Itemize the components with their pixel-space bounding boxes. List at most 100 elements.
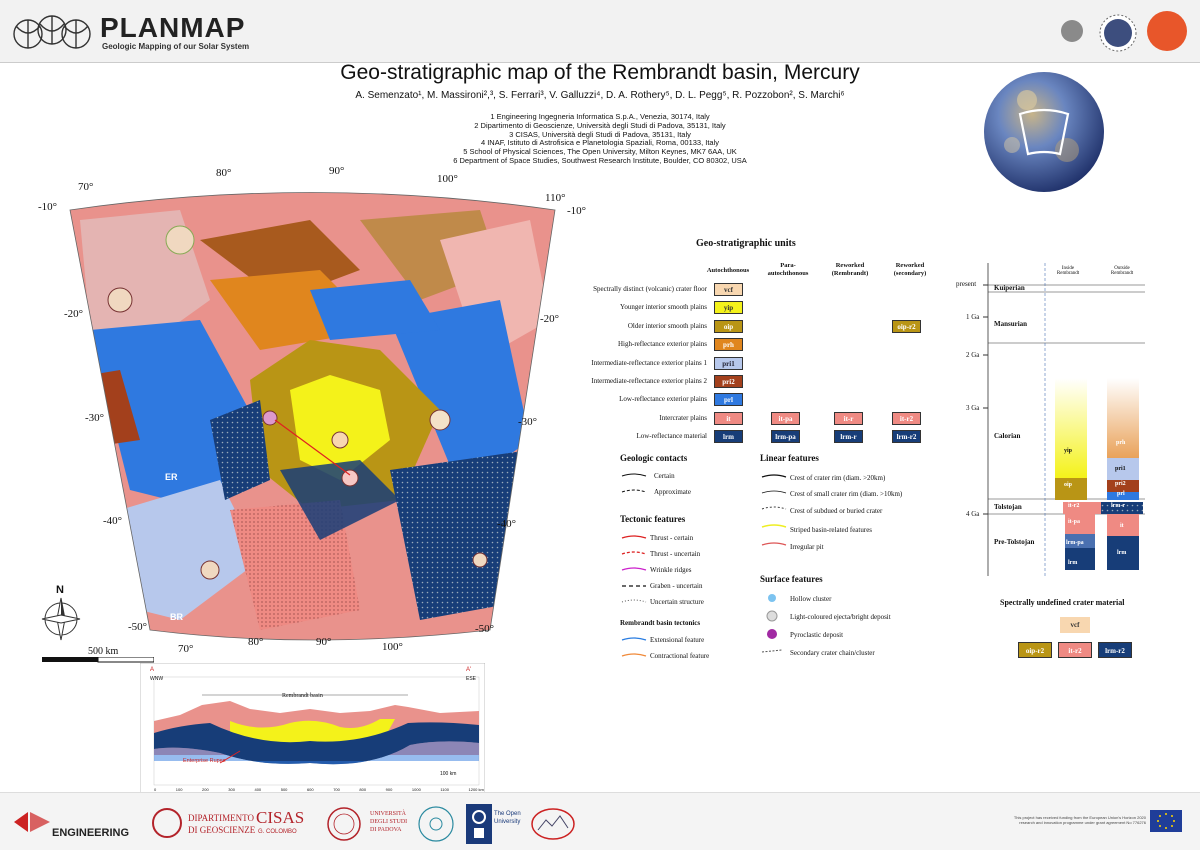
affiliation: 5 School of Physical Sciences, The Open …: [463, 147, 737, 157]
chronostratigraphic-chart: [983, 263, 1145, 576]
chrono-unit: oip: [1064, 482, 1073, 488]
col-inside: Inside Rembrandt: [1056, 266, 1080, 276]
x-tick: 600: [306, 787, 314, 792]
profile-dir-right: ESE: [466, 676, 477, 682]
surface-item: Pyroclastic deposit: [790, 631, 844, 639]
linear-item: Crest of subdued or buried crater: [790, 507, 883, 515]
tectonic-item: Graben - uncertain: [650, 582, 703, 590]
lat-label: -20°: [540, 313, 560, 325]
ou-logo: The Open University: [494, 811, 521, 825]
scale-label: 500 km: [88, 646, 119, 657]
lon-label: 110°: [545, 192, 566, 204]
pyroclastic-icon: [767, 629, 777, 639]
surface-title: Surface features: [760, 574, 823, 584]
basin-tectonic-item: Contractional feature: [650, 652, 710, 660]
lat-label: -40°: [103, 515, 123, 527]
x-tick: 200: [202, 787, 209, 792]
lat-label: -50°: [128, 621, 148, 633]
affiliation: 6 Department of Space Studies, Southwest…: [453, 155, 747, 165]
profile-a-right: A': [466, 667, 472, 673]
x-tick: 900: [385, 787, 393, 792]
geologic-map[interactable]: ER BR: [60, 180, 565, 652]
unit-label: Low-reflectance exterior plains: [619, 395, 707, 404]
unit-box-it-pa: it-pa: [771, 411, 800, 425]
lat-label: -10°: [567, 205, 587, 217]
surface-symbols: [761, 594, 783, 653]
unit-box: oip-r2: [1018, 642, 1052, 658]
unit-box-lrm-pa: lrm-pa: [771, 430, 800, 444]
unit-label: Spectrally distinct (volcanic) crater fl…: [593, 285, 707, 293]
linear-item: Irregular pit: [790, 543, 824, 551]
unit-label: Younger interior smooth plains: [620, 303, 707, 312]
mercury-icon: [1061, 20, 1083, 42]
surface-item: Light-coloured ejecta/bright deposit: [790, 613, 891, 621]
footer-bar: [0, 792, 1200, 850]
unit-label: Older interior smooth plains: [627, 321, 707, 330]
unit-box: it-r2: [1058, 642, 1092, 658]
mars-icon: [1147, 11, 1187, 51]
unit-box-lrm-r2: lrm-r2: [892, 430, 921, 444]
basin-tectonic-symbols: [621, 637, 647, 657]
br-label: BR: [170, 612, 183, 622]
surface-item: Hollow cluster: [790, 595, 832, 603]
x-tick: 800: [359, 787, 367, 792]
unit-box: vcf: [1060, 617, 1090, 633]
tectonic-item: Thrust - certain: [650, 534, 694, 542]
lon-label: 100°: [382, 641, 403, 653]
unit-box-lrm: lrm: [714, 430, 743, 444]
col-para: Para- autochthonous: [767, 262, 809, 277]
x-tick: 300: [228, 787, 235, 792]
lon-label: 80°: [216, 167, 232, 179]
unit-box-it: it: [714, 411, 743, 425]
profile-dir-left: WNW: [150, 676, 164, 682]
unit-box-pri1: pri1: [714, 356, 743, 370]
chrono-unit: lrm: [1117, 550, 1127, 556]
cisas-logo: CISAS: [256, 808, 305, 827]
period-label: Calorian: [994, 432, 1021, 440]
affiliation: 4 INAF, Istituto di Astrofisica e Planet…: [480, 138, 720, 148]
contact-symbols: [621, 473, 647, 493]
contact-item: Certain: [654, 472, 675, 480]
age-label: 1 Ga: [966, 313, 980, 321]
chrono-unit: prh: [1116, 440, 1126, 446]
contact-item: Approximate: [654, 488, 691, 496]
logo-subtitle: Geologic Mapping of our Solar System: [102, 42, 250, 51]
unit-box-vcf: vcf: [714, 283, 743, 296]
lat-label: -20°: [64, 308, 84, 320]
unit-label: Intercrater plains: [659, 413, 707, 422]
age-label: 3 Ga: [966, 404, 980, 412]
inaf-logo-icon: [418, 806, 454, 842]
tectonic-item: Thrust - uncertain: [650, 550, 701, 558]
event-logo-icon: [531, 808, 575, 840]
age-label: present: [956, 280, 977, 288]
unit-box-lrm-r: lrm-r: [834, 430, 863, 444]
cisas-sub: G. COLOMBO: [258, 829, 297, 835]
affiliation: 2 Dipartimento di Geoscienze, Università…: [474, 120, 726, 130]
period-label: Kuiperian: [994, 284, 1025, 292]
lon-label: 100°: [437, 173, 458, 185]
x-tick: 1200 km: [468, 787, 484, 792]
unit-box-pri2: pri2: [714, 375, 743, 388]
age-label: 2 Ga: [966, 351, 980, 359]
x-tick: 0: [154, 787, 157, 792]
profile-scale-label: 100 km: [440, 771, 457, 777]
lon-label: 70°: [178, 643, 194, 655]
unipd-seal-icon: [327, 807, 361, 841]
page-title: Geo-stratigraphic map of the Rembrandt b…: [340, 61, 860, 84]
mercury-globe: [984, 72, 1104, 192]
profile-basin-label: Rembrandt basin: [282, 693, 323, 699]
chrono-unit: it-pa: [1068, 519, 1080, 525]
col-autochthonous: Autochthonous: [706, 267, 750, 274]
profile-a-left: A: [150, 667, 155, 673]
col-outside: Outside Rembrandt: [1110, 266, 1134, 276]
engineering-logo-icon: [14, 812, 50, 832]
chrono-unit: lrm-pa: [1066, 540, 1084, 546]
lon-label: 90°: [316, 636, 332, 648]
planmap-logo-icon: [13, 15, 91, 49]
unit-box-oip: oip: [714, 319, 743, 333]
lat-label: -10°: [38, 201, 58, 213]
unit-box-it-r: it-r: [834, 411, 863, 425]
unit-label: High-reflectance exterior plains: [617, 340, 707, 349]
surface-item: Secondary crater chain/cluster: [790, 649, 875, 657]
unipd-logo: UNIVERSITÀ DEGLI STUDI DI PADOVA: [370, 811, 408, 833]
